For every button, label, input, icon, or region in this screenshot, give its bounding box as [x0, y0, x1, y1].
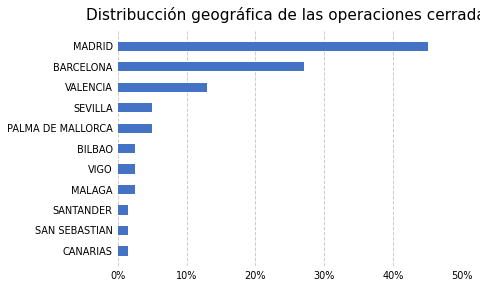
Bar	[118, 124, 152, 133]
Bar	[118, 62, 304, 71]
Title: Distribucción geográfica de las operaciones cerradas: Distribucción geográfica de las operacio…	[86, 7, 480, 23]
Bar	[118, 103, 152, 112]
Bar	[118, 144, 135, 153]
Bar	[118, 83, 207, 92]
Bar	[118, 205, 128, 215]
Bar	[118, 164, 135, 174]
Bar	[118, 42, 428, 51]
Bar	[118, 246, 128, 255]
Bar	[118, 185, 135, 194]
Bar	[118, 226, 128, 235]
